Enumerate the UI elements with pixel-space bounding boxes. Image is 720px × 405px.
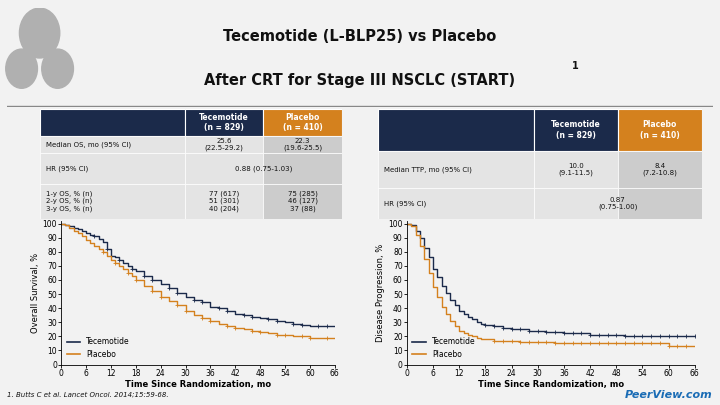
Text: Median TTP, mo (95% CI): Median TTP, mo (95% CI) <box>384 166 472 173</box>
Circle shape <box>42 49 73 88</box>
Bar <box>264 153 342 184</box>
Y-axis label: Overall Survival, %: Overall Survival, % <box>31 253 40 333</box>
Text: 10.0
(9.1-11.5): 10.0 (9.1-11.5) <box>558 163 593 176</box>
Circle shape <box>6 49 37 88</box>
X-axis label: Time Since Randomization, mo: Time Since Randomization, mo <box>125 380 271 390</box>
Bar <box>264 109 342 136</box>
Legend: Tecemotide, Placebo: Tecemotide, Placebo <box>63 334 133 362</box>
Text: 0.88 (0.75-1.03): 0.88 (0.75-1.03) <box>235 165 292 172</box>
Bar <box>185 136 264 153</box>
Text: 1. Butts C et al. Lancet Oncol. 2014;15:59-68.: 1. Butts C et al. Lancet Oncol. 2014;15:… <box>7 392 168 398</box>
Text: Tecemotide
(n = 829): Tecemotide (n = 829) <box>551 120 600 140</box>
Bar <box>534 151 618 188</box>
Bar <box>618 151 702 188</box>
Bar <box>185 109 264 136</box>
X-axis label: Time Since Randomization, mo: Time Since Randomization, mo <box>478 380 624 390</box>
Bar <box>40 153 185 184</box>
Text: 1-y OS, % (n)
2-y OS, % (n)
3-y OS, % (n): 1-y OS, % (n) 2-y OS, % (n) 3-y OS, % (n… <box>45 190 92 212</box>
Bar <box>40 184 185 219</box>
Text: HR (95% CI): HR (95% CI) <box>384 200 427 207</box>
Text: 22.3
(19.6-25.5): 22.3 (19.6-25.5) <box>283 138 323 151</box>
Text: Tecemotide (L-BLP25) vs Placebo: Tecemotide (L-BLP25) vs Placebo <box>223 29 497 44</box>
Circle shape <box>19 8 60 58</box>
Bar <box>185 153 264 184</box>
Bar <box>534 109 618 151</box>
Bar <box>264 184 342 219</box>
Text: 77 (617)
51 (301)
40 (204): 77 (617) 51 (301) 40 (204) <box>209 190 239 212</box>
Text: After CRT for Stage III NSCLC (START): After CRT for Stage III NSCLC (START) <box>204 73 516 89</box>
Text: Placebo
(n = 410): Placebo (n = 410) <box>640 120 680 140</box>
Bar <box>40 136 185 153</box>
Text: 1: 1 <box>572 61 579 71</box>
Bar <box>378 109 534 151</box>
Text: 75 (285)
46 (127)
37 (88): 75 (285) 46 (127) 37 (88) <box>288 190 318 212</box>
Text: Median OS, mo (95% CI): Median OS, mo (95% CI) <box>45 141 131 147</box>
Text: Placebo
(n = 410): Placebo (n = 410) <box>283 113 323 132</box>
Text: HR (95% CI): HR (95% CI) <box>45 165 88 172</box>
Y-axis label: Disease Progression, %: Disease Progression, % <box>377 243 385 342</box>
Text: 8.4
(7.2-10.8): 8.4 (7.2-10.8) <box>642 163 678 176</box>
Text: PeerView.com: PeerView.com <box>625 390 713 400</box>
Text: 0.87
(0.75-1.00): 0.87 (0.75-1.00) <box>598 197 637 210</box>
Text: Tecemotide
(n = 829): Tecemotide (n = 829) <box>199 113 249 132</box>
Bar <box>618 109 702 151</box>
Text: 25.6
(22.5-29.2): 25.6 (22.5-29.2) <box>204 138 243 151</box>
Bar <box>40 109 185 136</box>
Bar <box>185 184 264 219</box>
Bar <box>378 188 534 219</box>
Legend: Tecemotide, Placebo: Tecemotide, Placebo <box>409 334 479 362</box>
Bar <box>264 136 342 153</box>
Bar <box>378 151 534 188</box>
Bar <box>534 188 618 219</box>
Bar <box>618 188 702 219</box>
